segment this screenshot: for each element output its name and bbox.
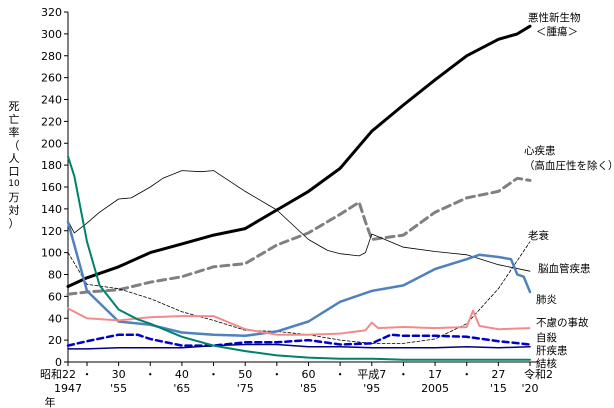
x-tick-label: 17 [428, 368, 442, 381]
y-axis-label-char: 対 [8, 204, 20, 217]
y-tick-label: 300 [41, 28, 62, 41]
y-tick-label: 180 [41, 159, 62, 172]
y-tick-label: 220 [41, 115, 62, 128]
y-tick-label: 20 [48, 334, 62, 347]
x-tick-label: ・ [208, 368, 219, 381]
y-tick-label: 40 [48, 312, 62, 325]
x-tick-label-year: 1947 [54, 382, 82, 395]
series-label: 老衰 [528, 229, 549, 242]
series-label: ＜腫瘍＞ [536, 25, 578, 38]
series-label: 結核 [536, 357, 557, 370]
series-label: （高血圧性を除く） [524, 159, 614, 172]
series-line [67, 307, 531, 336]
y-tick-label: 240 [41, 94, 62, 107]
x-tick-label: 50 [238, 368, 252, 381]
x-tick-label-year: '15 [490, 382, 507, 395]
x-tick-label: 平成7 [357, 368, 386, 381]
series-label: 心疾患 [524, 144, 556, 157]
y-axis-label-char: 人 [8, 152, 20, 165]
x-tick-label: ・ [398, 368, 409, 381]
y-tick-label: 80 [48, 269, 62, 282]
x-tick-label-year: 2005 [421, 382, 449, 395]
x-tick-label: ・ [271, 368, 282, 381]
series-label: 悪性新生物 [528, 11, 581, 24]
x-tick-label: 40 [175, 368, 189, 381]
y-tick-label: 140 [41, 203, 62, 216]
y-axis-label-char: 口 [8, 165, 20, 178]
series-label: 肝疾患 [536, 344, 568, 357]
y-tick-label: 0 [55, 356, 62, 369]
x-tick-label: 令和2 [524, 367, 553, 381]
series-line [66, 333, 532, 347]
x-tick-label-year: '20 [521, 382, 538, 395]
series-line [67, 241, 531, 344]
x-tick-label-year: '75 [237, 382, 254, 395]
x-tick-label-year: '55 [110, 382, 127, 395]
y-axis-label-char: 亡 [8, 113, 20, 126]
series-line [67, 155, 531, 361]
series-label: 自殺 [536, 331, 557, 344]
x-tick-label: 27 [491, 368, 505, 381]
x-tick-label: ・ [335, 368, 346, 381]
y-tick-label: 320 [41, 6, 62, 19]
y-tick-label: 280 [41, 50, 62, 63]
x-tick-label: ・ [461, 368, 472, 381]
series-label: 脳血管疾患 [538, 262, 591, 275]
y-axis-label-char: 万 [8, 191, 20, 204]
x-tick-label-year: '65 [173, 382, 190, 395]
y-tick-label: 260 [41, 72, 62, 85]
x-tick-label: 30 [112, 368, 126, 381]
x-tick-label: 60 [301, 368, 315, 381]
y-axis-label-char: 10 [8, 179, 20, 189]
y-axis-label: 死 亡 率 （ 人 口 10 万 対 ） [6, 100, 22, 230]
series-line [66, 24, 532, 288]
x-tick-label: 昭和22 [40, 368, 76, 381]
x-tick-label: ・ [145, 368, 156, 381]
y-tick-label: 120 [41, 225, 62, 238]
y-tick-label: 160 [41, 181, 62, 194]
x-axis-label: 年 [45, 395, 56, 408]
x-tick-label-year: '85 [300, 382, 317, 395]
series-line [67, 343, 531, 350]
y-axis-label-char: 率 [8, 126, 20, 139]
y-axis-label-char: 死 [8, 100, 20, 113]
y-tick-label: 200 [41, 137, 62, 150]
series-line [66, 176, 532, 296]
y-tick-label: 100 [41, 247, 62, 260]
y-axis-label-char: （ [8, 139, 20, 152]
series-line [67, 170, 531, 272]
y-axis-label-char: ） [8, 217, 20, 230]
series-label: 肺炎 [536, 294, 557, 306]
x-tick-label: ・ [81, 368, 92, 381]
series-label: 不慮の事故 [536, 316, 589, 329]
y-tick-label: 60 [48, 290, 62, 303]
x-tick-label-year: '95 [363, 382, 380, 395]
